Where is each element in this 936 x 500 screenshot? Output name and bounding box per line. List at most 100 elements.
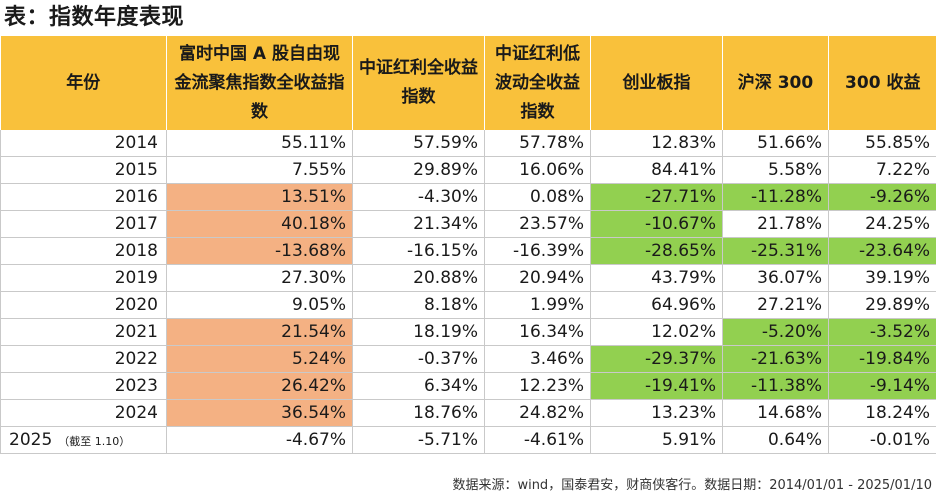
year-cell: 2021	[0, 318, 167, 346]
value-cell: 55.85%	[828, 130, 936, 157]
value-cell: -29.37%	[590, 345, 723, 373]
value-cell: 13.23%	[590, 399, 723, 427]
value-cell: 12.83%	[590, 130, 723, 157]
year-cell: 2020	[0, 291, 167, 319]
year-label: 2019	[114, 268, 158, 288]
value-cell: 0.08%	[484, 183, 591, 211]
value-cell: -5.20%	[722, 318, 829, 346]
value-cell: 0.64%	[722, 426, 829, 454]
year-label: 2016	[114, 187, 158, 207]
value-cell: -10.67%	[590, 210, 723, 238]
value-cell: -11.38%	[722, 372, 829, 400]
value-cell: 57.78%	[484, 130, 591, 157]
value-cell: 27.30%	[166, 264, 353, 292]
value-cell: -16.15%	[352, 237, 485, 265]
value-cell: 64.96%	[590, 291, 723, 319]
value-cell: 27.21%	[722, 291, 829, 319]
table-row: 2021 21.54% 18.19% 16.34% 12.02% -5.20% -3.52%	[0, 318, 936, 346]
value-cell: 18.76%	[352, 399, 485, 427]
value-cell: -23.64%	[828, 237, 936, 265]
year-label: 2014	[114, 133, 158, 153]
table-row: 2023 26.42% 6.34% 12.23% -19.41% -11.38% -9.14…	[0, 372, 936, 400]
value-cell: 18.24%	[828, 399, 936, 427]
value-cell: 23.57%	[484, 210, 591, 238]
value-cell: -4.67%	[166, 426, 353, 454]
year-note: （截至 1.10）	[58, 435, 131, 448]
value-cell: 9.05%	[166, 291, 353, 319]
year-label: 2018	[114, 241, 158, 261]
value-cell: -4.61%	[484, 426, 591, 454]
value-cell: 40.18%	[166, 210, 353, 238]
year-label: 2024	[114, 403, 158, 423]
value-cell: 6.34%	[352, 372, 485, 400]
year-cell: 2016	[0, 183, 167, 211]
header-csi300-tr: 300 收益	[828, 36, 936, 130]
header-year: 年份	[0, 36, 167, 130]
source-note: 数据来源：wind，国泰君安，财商侠客行。数据日期：2014/01/01 - 2…	[452, 478, 932, 493]
value-cell: 5.91%	[590, 426, 723, 454]
value-cell: 24.25%	[828, 210, 936, 238]
year-label: 2020	[114, 295, 158, 315]
year-cell: 2019	[0, 264, 167, 292]
value-cell: 14.68%	[722, 399, 829, 427]
value-cell: 29.89%	[352, 156, 485, 184]
value-cell: 7.55%	[166, 156, 353, 184]
year-cell: 2022	[0, 345, 167, 373]
value-cell: -5.71%	[352, 426, 485, 454]
table-row: 2019 27.30% 20.88% 20.94% 43.79% 36.07% 39.19%	[0, 264, 936, 292]
table-row: 2024 36.54% 18.76% 24.82% 13.23% 14.68% 18.24%	[0, 399, 936, 427]
value-cell: 21.78%	[722, 210, 829, 238]
value-cell: 24.82%	[484, 399, 591, 427]
value-cell: 12.23%	[484, 372, 591, 400]
value-cell: -4.30%	[352, 183, 485, 211]
value-cell: -27.71%	[590, 183, 723, 211]
table-row: 2017 40.18% 21.34% 23.57% -10.67% 21.78% 24.25…	[0, 210, 936, 238]
table-row: 2016 13.51% -4.30% 0.08% -27.71% -11.28% -9.26…	[0, 183, 936, 211]
value-cell: 36.54%	[166, 399, 353, 427]
value-cell: 13.51%	[166, 183, 353, 211]
value-cell: 16.06%	[484, 156, 591, 184]
value-cell: 29.89%	[828, 291, 936, 319]
year-label: 2023	[114, 376, 158, 396]
value-cell: -19.41%	[590, 372, 723, 400]
value-cell: 39.19%	[828, 264, 936, 292]
table-row: 2025 （截至 1.10） -4.67% -5.71% -4.61% 5.91% 0.64…	[0, 426, 936, 454]
value-cell: -21.63%	[722, 345, 829, 373]
header-row: 年份 富时中国 A 股自由现金流聚焦指数全收益指数 中证红利全收益指数 中证红利…	[0, 36, 936, 130]
value-cell: -9.26%	[828, 183, 936, 211]
value-cell: 57.59%	[352, 130, 485, 157]
value-cell: 36.07%	[722, 264, 829, 292]
table-row: 2015 7.55% 29.89% 16.06% 84.41% 5.58% 7.22%	[0, 156, 936, 184]
value-cell: -0.37%	[352, 345, 485, 373]
value-cell: 84.41%	[590, 156, 723, 184]
header-csi-dividend: 中证红利全收益指数	[352, 36, 485, 130]
year-label: 2021	[114, 322, 158, 342]
value-cell: 21.54%	[166, 318, 353, 346]
value-cell: 51.66%	[722, 130, 829, 157]
year-cell: 2023	[0, 372, 167, 400]
value-cell: -0.01%	[828, 426, 936, 454]
performance-table: 年份 富时中国 A 股自由现金流聚焦指数全收益指数 中证红利全收益指数 中证红利…	[0, 36, 936, 454]
header-csi-dividend-lowvol: 中证红利低波动全收益指数	[484, 36, 591, 130]
value-cell: -28.65%	[590, 237, 723, 265]
year-cell: 2017	[0, 210, 167, 238]
value-cell: 12.02%	[590, 318, 723, 346]
value-cell: 26.42%	[166, 372, 353, 400]
value-cell: -11.28%	[722, 183, 829, 211]
value-cell: 3.46%	[484, 345, 591, 373]
value-cell: 20.88%	[352, 264, 485, 292]
year-cell: 2014	[0, 130, 167, 157]
year-label: 2017	[114, 214, 158, 234]
value-cell: -25.31%	[722, 237, 829, 265]
table-row: 2022 5.24% -0.37% 3.46% -29.37% -21.63% -19.84…	[0, 345, 936, 373]
value-cell: 21.34%	[352, 210, 485, 238]
value-cell: 43.79%	[590, 264, 723, 292]
header-csi300: 沪深 300	[722, 36, 829, 130]
value-cell: 5.58%	[722, 156, 829, 184]
value-cell: 1.99%	[484, 291, 591, 319]
year-label: 2022	[114, 349, 158, 369]
value-cell: 8.18%	[352, 291, 485, 319]
table-body: 2014 55.11% 57.59% 57.78% 12.83% 51.66% 55.85%…	[0, 130, 936, 454]
value-cell: -9.14%	[828, 372, 936, 400]
value-cell: 7.22%	[828, 156, 936, 184]
